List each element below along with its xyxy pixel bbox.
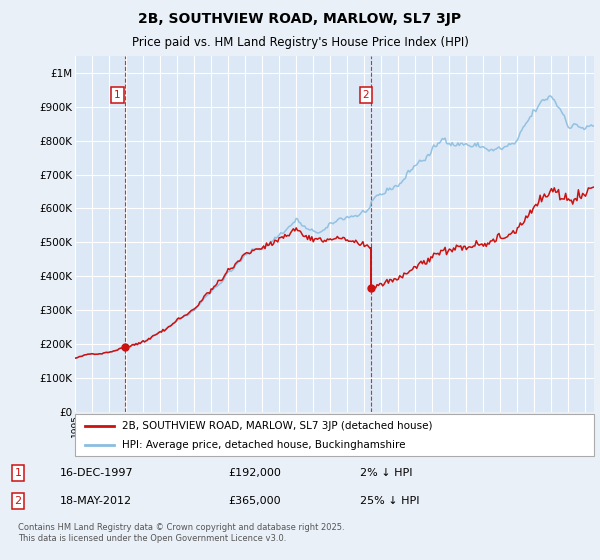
Text: HPI: Average price, detached house, Buckinghamshire: HPI: Average price, detached house, Buck… — [122, 440, 405, 450]
Text: 25% ↓ HPI: 25% ↓ HPI — [360, 496, 419, 506]
Text: 2B, SOUTHVIEW ROAD, MARLOW, SL7 3JP (detached house): 2B, SOUTHVIEW ROAD, MARLOW, SL7 3JP (det… — [122, 421, 432, 431]
Text: £365,000: £365,000 — [228, 496, 281, 506]
Text: Price paid vs. HM Land Registry's House Price Index (HPI): Price paid vs. HM Land Registry's House … — [131, 36, 469, 49]
Text: 16-DEC-1997: 16-DEC-1997 — [60, 468, 134, 478]
Text: 1: 1 — [114, 90, 121, 100]
Text: 1: 1 — [14, 468, 22, 478]
Text: 2: 2 — [14, 496, 22, 506]
Text: Contains HM Land Registry data © Crown copyright and database right 2025.
This d: Contains HM Land Registry data © Crown c… — [18, 524, 344, 543]
Text: 2% ↓ HPI: 2% ↓ HPI — [360, 468, 413, 478]
Text: 2: 2 — [362, 90, 369, 100]
Text: £192,000: £192,000 — [228, 468, 281, 478]
Text: 2B, SOUTHVIEW ROAD, MARLOW, SL7 3JP: 2B, SOUTHVIEW ROAD, MARLOW, SL7 3JP — [139, 12, 461, 26]
Text: 18-MAY-2012: 18-MAY-2012 — [60, 496, 132, 506]
